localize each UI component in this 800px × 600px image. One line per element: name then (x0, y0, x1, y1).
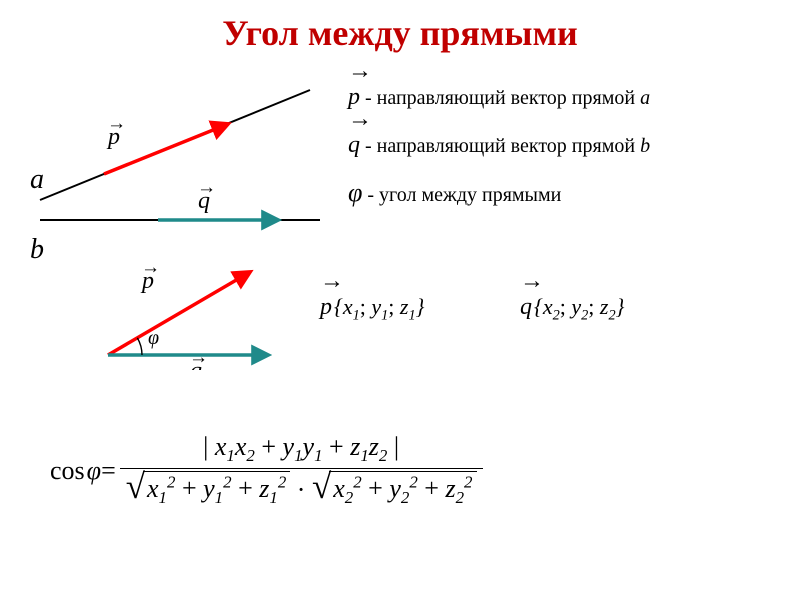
components-q: →q{x2; y2; z2} (520, 294, 624, 324)
angle-label-q: →q (189, 347, 208, 370)
angle-arc (137, 338, 142, 355)
phi-symbol: φ (348, 178, 362, 207)
label-p: →p (106, 113, 126, 150)
legend-q-text: - направляющий вектор прямой (365, 135, 640, 157)
label-a: a (30, 164, 44, 195)
legend-q: → q - направляющий вектор прямой b (348, 132, 650, 159)
svg-text:p: p (140, 268, 154, 294)
diagram-main: →p →q a b (30, 80, 330, 260)
vector-q-letter: q (348, 132, 360, 158)
legend-phi: φ - угол между прямыми (348, 178, 561, 208)
vector-q-symbol: → q (348, 132, 360, 159)
line-b-label-inline: b (640, 135, 650, 157)
diagram-angle: φ →p →q (90, 260, 280, 370)
svg-text:q: q (198, 188, 210, 214)
svg-text:p: p (106, 124, 120, 150)
page-title: Угол между прямыми (0, 12, 800, 54)
cos-formula: cosφ = | x1x2 + y1y1 + z1z2 |√x12 + y12 … (50, 430, 483, 512)
angle-vector-p (108, 272, 250, 355)
angle-phi-label: φ (148, 327, 159, 349)
line-a-label-inline: а (640, 87, 650, 109)
stage: Угол между прямыми → p - направляющий ве… (0, 0, 800, 600)
legend-phi-text: - угол между прямыми (367, 184, 561, 206)
components-p: →p{x1; y1; z1} (320, 294, 424, 324)
angle-label-p: →p (140, 260, 160, 294)
legend-p-text: - направляющий вектор прямой (365, 87, 640, 109)
legend-p: → p - направляющий вектор прямой а (348, 84, 650, 111)
label-b: b (30, 234, 44, 260)
label-q: →q (197, 177, 216, 214)
svg-text:q: q (190, 358, 202, 370)
